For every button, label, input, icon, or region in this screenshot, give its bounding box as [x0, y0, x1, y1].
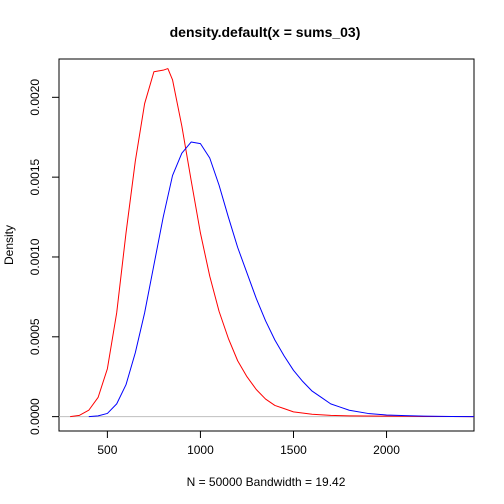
x-tick-label: 2000	[373, 443, 400, 457]
y-tick-label: 0.0010	[28, 238, 42, 275]
y-axis: 0.0000 0.0005 0.0010 0.0015 0.0020	[28, 79, 59, 435]
density-series-2	[88, 141, 475, 418]
x-tick-label: 1500	[280, 443, 307, 457]
y-tick-label: 0.0015	[28, 158, 42, 195]
y-tick-label: 0.0000	[28, 398, 42, 435]
y-axis-label: Density	[2, 225, 16, 265]
x-axis: 500 1000 1500 2000	[97, 431, 400, 457]
plot-frame	[58, 58, 475, 432]
x-tick-label: 500	[97, 443, 117, 457]
x-axis-label: N = 50000 Bandwidth = 19.42	[187, 475, 346, 489]
density-series-1	[70, 68, 475, 418]
chart-title: density.default(x = sums_03)	[170, 24, 361, 40]
x-tick-label: 1000	[187, 443, 214, 457]
series-layer	[70, 68, 475, 418]
y-tick-label: 0.0005	[28, 318, 42, 355]
y-tick-label: 0.0020	[28, 79, 42, 116]
